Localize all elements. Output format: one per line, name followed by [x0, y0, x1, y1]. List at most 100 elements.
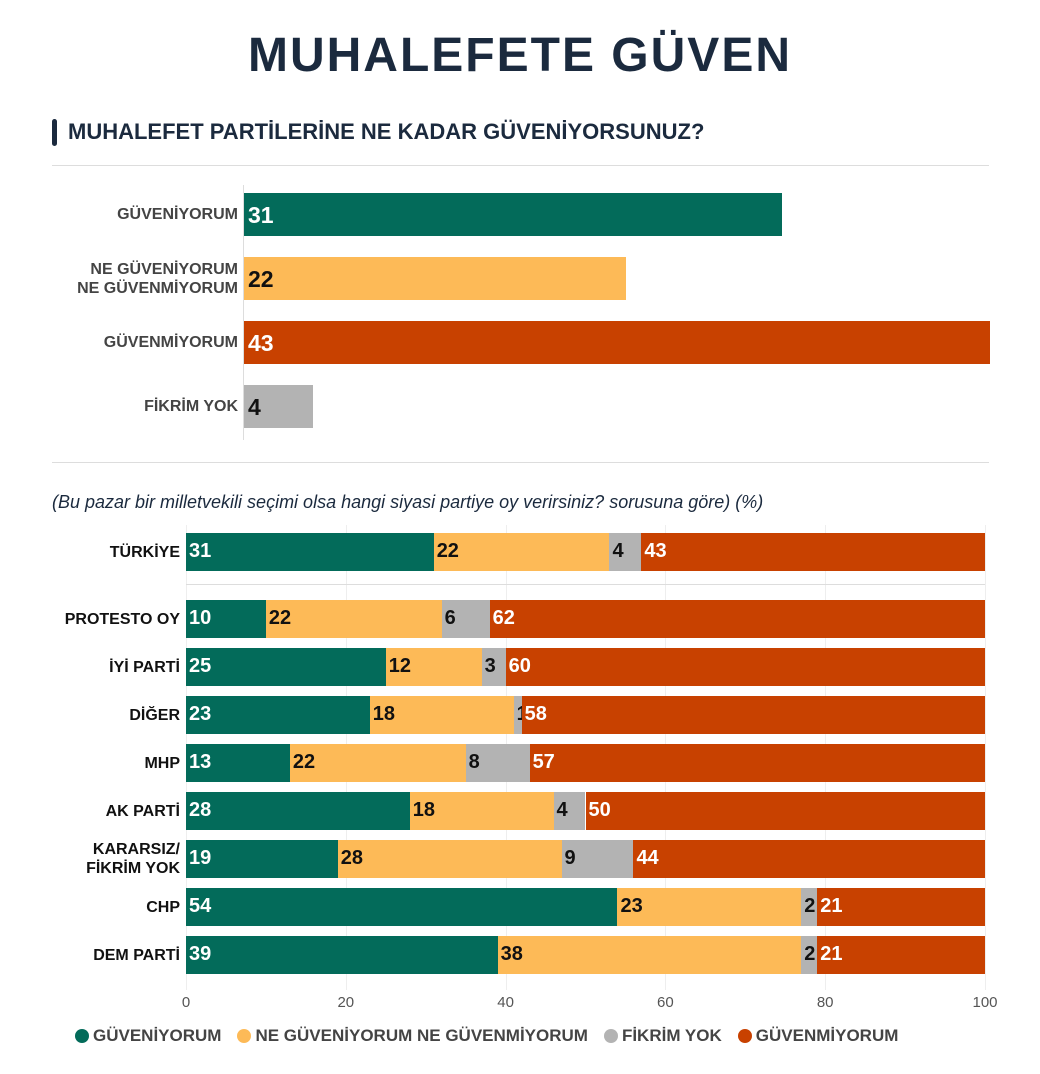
data-label: 13 [189, 751, 212, 773]
category-label: NE GÜVENİYORUM NE GÜVENMİYORUM [77, 260, 238, 297]
bar-segment [505, 648, 985, 686]
legend-item: GÜVENİYORUM [75, 1026, 221, 1046]
data-label: 58 [524, 703, 547, 725]
axis-line [243, 185, 244, 440]
bar-segment [641, 533, 985, 571]
bar-segment [433, 533, 610, 571]
category-label: DİĞER [129, 706, 180, 724]
legend: GÜVENİYORUM NE GÜVENİYORUM NE GÜVENMİYORU… [75, 1026, 898, 1046]
category-label: GÜVENMİYORUM [103, 334, 238, 351]
category-label: PROTESTO OY [64, 610, 180, 628]
bar-segment [521, 696, 985, 734]
bar-segment [801, 888, 818, 926]
divider [52, 462, 989, 463]
page-title: MUHALEFETE GÜVEN [247, 29, 792, 82]
legend-dot-icon [75, 1029, 89, 1043]
bar-segment [186, 936, 498, 974]
data-label: 43 [248, 330, 274, 356]
data-label: 9 [564, 847, 576, 869]
legend-label: GÜVENMİYORUM [755, 1026, 899, 1045]
category-label: FİKRİM YOK [144, 398, 238, 415]
legend-item: GÜVENMİYORUM [737, 1026, 899, 1046]
data-label: 31 [248, 202, 274, 228]
data-label: 4 [248, 394, 261, 420]
data-label: 44 [636, 847, 659, 869]
legend-label: NE GÜVENİYORUM NE GÜVENMİYORUM [255, 1026, 588, 1045]
bar-segment [186, 792, 410, 830]
x-tick-label: 40 [497, 994, 514, 1011]
data-label: 57 [532, 751, 555, 773]
data-label: 43 [644, 540, 667, 562]
category-label: GÜVENİYORUM [117, 206, 238, 223]
divider [186, 584, 985, 585]
data-label: 10 [189, 607, 212, 629]
legend-item: NE GÜVENİYORUM NE GÜVENMİYORUM [237, 1026, 588, 1046]
bar-segment [489, 600, 985, 638]
data-label: 22 [268, 607, 292, 629]
data-label: 25 [189, 655, 212, 677]
bar-segment [337, 840, 562, 878]
bar-segment [481, 648, 506, 686]
x-tick-label: 60 [657, 994, 674, 1011]
bar-segment [465, 744, 530, 782]
data-label: 23 [189, 703, 212, 725]
data-label: 54 [189, 895, 212, 917]
bar-segment [513, 696, 522, 734]
data-label: 23 [620, 895, 643, 917]
bar-segment [609, 533, 642, 571]
data-label: 4 [612, 540, 624, 562]
legend-dot-icon [237, 1029, 252, 1043]
category-label: İYİ PARTİ [109, 658, 180, 676]
bar-segment [553, 792, 586, 830]
bar-segment [817, 888, 985, 926]
legend-label: FİKRİM YOK [621, 1026, 722, 1045]
bar-segment [265, 600, 442, 638]
bar [244, 257, 626, 300]
chart1-title: MUHALEFET PARTİLERİNE NE KADAR GÜVENİYOR… [68, 119, 705, 144]
bar-segment [817, 936, 985, 974]
bar-segment [289, 744, 466, 782]
data-label: 4 [556, 799, 568, 821]
bar-segment [385, 648, 482, 686]
gridline [985, 525, 986, 990]
bar-segment [186, 840, 338, 878]
category-label: TÜRKİYE [109, 543, 180, 561]
bar-segment [617, 888, 802, 926]
data-label: 21 [820, 943, 843, 965]
bar-segment [585, 792, 985, 830]
data-label: 21 [820, 895, 843, 917]
x-tick-label: 0 [181, 994, 191, 1011]
data-label: 38 [500, 943, 523, 965]
data-label: 2 [804, 895, 816, 917]
legend-dot-icon [603, 1029, 618, 1043]
bar-segment [801, 936, 818, 974]
data-label: 3 [484, 655, 496, 677]
data-label: 22 [292, 751, 316, 773]
data-label: 60 [508, 655, 531, 677]
category-label: KARARSIZ/ FİKRİM YOK [86, 841, 180, 877]
x-tick-label: 20 [337, 994, 355, 1011]
data-label: 2 [804, 943, 816, 965]
subtitle-accent [52, 119, 57, 146]
data-label: 28 [189, 799, 212, 821]
divider [52, 165, 989, 166]
bar-segment [186, 648, 386, 686]
bar-segment [186, 744, 290, 782]
data-label: 19 [189, 847, 212, 869]
bar-segment [441, 600, 490, 638]
chart2-subtitle: (Bu pazar bir milletvekili seçimi olsa h… [52, 492, 764, 512]
category-label: MHP [144, 754, 180, 772]
x-tick-label: 80 [816, 994, 834, 1011]
x-tick-label: 100 [972, 994, 998, 1011]
bar [244, 193, 782, 236]
legend-label: GÜVENİYORUM [93, 1026, 222, 1045]
bar-segment [369, 696, 514, 734]
data-label: 39 [189, 943, 212, 965]
data-label: 31 [189, 540, 212, 562]
bar-segment [497, 936, 802, 974]
category-label: AK PARTİ [105, 802, 180, 820]
category-label: CHP [146, 898, 180, 916]
bar-segment [186, 696, 370, 734]
bar [244, 321, 991, 364]
data-label: 8 [468, 751, 480, 773]
